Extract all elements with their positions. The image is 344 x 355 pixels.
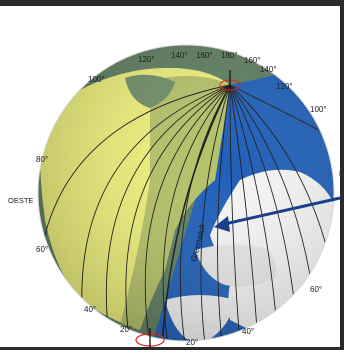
globe-shading [38, 45, 334, 341]
globe-body [38, 45, 334, 341]
lon-label-right-4: 100° [310, 105, 327, 114]
lat-label-left-1: 80° [36, 155, 48, 164]
lon-label-top-2: 140° [171, 51, 188, 60]
lon-label-right-3: 120° [276, 82, 293, 91]
globe-outline [37, 44, 335, 342]
lat-label-right-2: 40° [242, 327, 254, 336]
lon-label-left: 100° [88, 75, 105, 84]
lon-label-right-1: 160° [244, 56, 261, 65]
lon-label-right-2: 140° [260, 65, 277, 74]
west-label: OESTE [8, 196, 33, 205]
lon-label-top-4: 180° [221, 51, 238, 60]
lat-label-left-3: 40° [84, 305, 96, 314]
frame-bottom-edge [0, 347, 344, 350]
lon-label-top-3: 160° [196, 51, 213, 60]
greenwich-arrow-shaft [219, 196, 341, 227]
lat-label-left-4: 20° [120, 325, 132, 334]
greenwich-arrow-head [214, 216, 230, 232]
lat-label-right-3: 20° [186, 338, 198, 347]
frame-top-edge [0, 0, 344, 6]
lon-label-top-1: 120° [138, 55, 155, 64]
frame-right-edge [340, 0, 344, 350]
lat-label-right-1: 60° [310, 285, 322, 294]
lat-label-left-2: 60° [36, 245, 48, 254]
